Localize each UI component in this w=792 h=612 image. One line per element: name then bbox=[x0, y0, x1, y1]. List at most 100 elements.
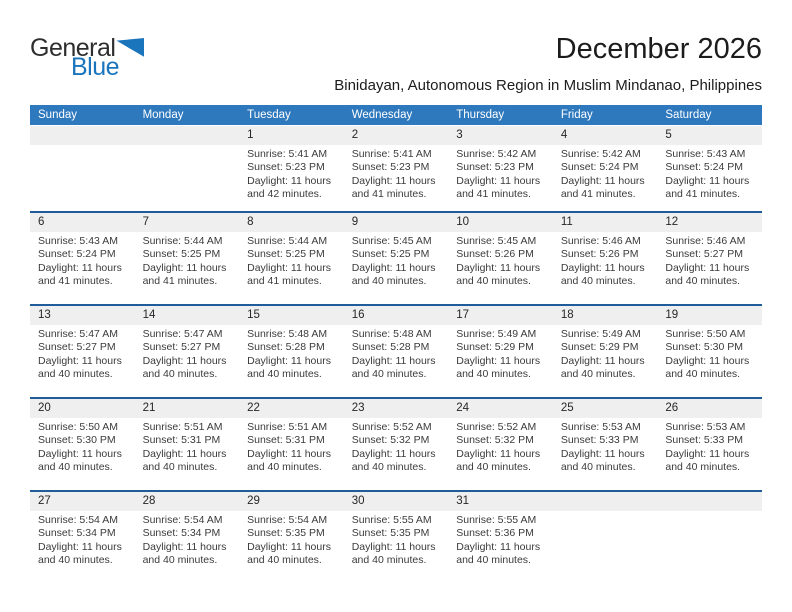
day-cell: 13 Sunrise: 5:47 AM Sunset: 5:27 PM Dayligh… bbox=[30, 304, 135, 398]
day-details: Sunrise: 5:52 AM Sunset: 5:32 PM Daylight:… bbox=[344, 418, 449, 475]
day-cell: 7 Sunrise: 5:44 AM Sunset: 5:25 PM Daylight… bbox=[134, 211, 240, 305]
day-number: 31 bbox=[448, 492, 553, 511]
sunrise-text: Sunrise: 5:53 AM bbox=[665, 421, 746, 433]
day-number: 18 bbox=[552, 306, 658, 325]
week-row: 20 Sunrise: 5:50 AM Sunset: 5:30 PM Dayligh… bbox=[30, 397, 762, 491]
day-cell: 23 Sunrise: 5:52 AM Sunset: 5:32 PM Dayligh… bbox=[343, 397, 449, 491]
sunrise-text: Sunrise: 5:49 AM bbox=[560, 328, 641, 340]
day-number: 15 bbox=[239, 306, 344, 325]
sunrise-text: Sunrise: 5:52 AM bbox=[351, 421, 432, 433]
daylight-text: Daylight: 11 hours and 40 minutes. bbox=[247, 540, 331, 567]
day-number: 9 bbox=[343, 213, 449, 232]
sunrise-text: Sunrise: 5:54 AM bbox=[38, 514, 118, 526]
empty-day-band bbox=[134, 126, 240, 145]
daylight-text: Daylight: 11 hours and 40 minutes. bbox=[142, 540, 227, 567]
sunset-text: Sunset: 5:24 PM bbox=[38, 248, 116, 261]
day-number: 10 bbox=[448, 213, 553, 232]
day-cell: 5 Sunrise: 5:43 AM Sunset: 5:24 PM Daylight… bbox=[657, 126, 762, 213]
day-number: 24 bbox=[448, 399, 553, 418]
sunset-text: Sunset: 5:27 PM bbox=[142, 341, 221, 354]
day-details: Sunrise: 5:53 AM Sunset: 5:33 PM Daylight:… bbox=[657, 418, 762, 475]
day-number: 28 bbox=[134, 492, 240, 511]
day-details: Sunrise: 5:47 AM Sunset: 5:27 PM Daylight:… bbox=[30, 325, 135, 382]
empty-day-cell bbox=[134, 126, 240, 213]
day-details: Sunrise: 5:42 AM Sunset: 5:23 PM Daylight:… bbox=[448, 145, 553, 202]
day-cell: 18 Sunrise: 5:49 AM Sunset: 5:29 PM Dayligh… bbox=[552, 304, 658, 398]
daylight-text: Daylight: 11 hours and 41 minutes. bbox=[247, 261, 331, 288]
sunset-text: Sunset: 5:29 PM bbox=[456, 341, 534, 354]
sunset-text: Sunset: 5:23 PM bbox=[351, 161, 430, 174]
day-details: Sunrise: 5:44 AM Sunset: 5:25 PM Daylight:… bbox=[239, 232, 344, 289]
sunset-text: Sunset: 5:24 PM bbox=[560, 161, 639, 174]
sunrise-text: Sunrise: 5:49 AM bbox=[456, 328, 537, 340]
day-number: 25 bbox=[552, 399, 658, 418]
weekday-header-saturday: Saturday bbox=[657, 105, 762, 126]
day-number: 26 bbox=[657, 399, 762, 418]
daylight-text: Daylight: 11 hours and 40 minutes. bbox=[38, 447, 122, 474]
sunset-text: Sunset: 5:25 PM bbox=[351, 248, 430, 261]
day-number: 16 bbox=[343, 306, 449, 325]
sunrise-text: Sunrise: 5:47 AM bbox=[38, 328, 118, 340]
daylight-text: Daylight: 11 hours and 40 minutes. bbox=[665, 261, 750, 288]
sunset-text: Sunset: 5:25 PM bbox=[247, 248, 325, 261]
sunrise-text: Sunrise: 5:44 AM bbox=[142, 235, 223, 247]
day-details: Sunrise: 5:51 AM Sunset: 5:31 PM Daylight:… bbox=[239, 418, 344, 475]
day-number: 20 bbox=[30, 399, 135, 418]
sunrise-text: Sunrise: 5:41 AM bbox=[247, 148, 328, 160]
day-cell: 25 Sunrise: 5:53 AM Sunset: 5:33 PM Dayligh… bbox=[552, 397, 658, 491]
daylight-text: Daylight: 11 hours and 40 minutes. bbox=[665, 354, 750, 381]
day-number: 8 bbox=[239, 213, 344, 232]
sunrise-text: Sunrise: 5:41 AM bbox=[351, 148, 432, 160]
sunrise-text: Sunrise: 5:42 AM bbox=[456, 148, 537, 160]
day-details: Sunrise: 5:42 AM Sunset: 5:24 PM Daylight:… bbox=[553, 145, 658, 202]
day-number: 12 bbox=[657, 213, 762, 232]
daylight-text: Daylight: 11 hours and 41 minutes. bbox=[38, 261, 122, 288]
sunset-text: Sunset: 5:29 PM bbox=[560, 341, 639, 354]
daylight-text: Daylight: 11 hours and 40 minutes. bbox=[247, 354, 331, 381]
empty-day-band bbox=[552, 492, 658, 511]
day-number: 11 bbox=[552, 213, 658, 232]
sunset-text: Sunset: 5:31 PM bbox=[247, 434, 325, 447]
day-cell: 6 Sunrise: 5:43 AM Sunset: 5:24 PM Daylight… bbox=[30, 211, 135, 305]
daylight-text: Daylight: 11 hours and 40 minutes. bbox=[247, 447, 331, 474]
week-row: 13 Sunrise: 5:47 AM Sunset: 5:27 PM Dayligh… bbox=[30, 304, 762, 398]
daylight-text: Daylight: 11 hours and 40 minutes. bbox=[38, 354, 122, 381]
sunrise-text: Sunrise: 5:43 AM bbox=[665, 148, 746, 160]
sunset-text: Sunset: 5:35 PM bbox=[351, 527, 430, 540]
sunset-text: Sunset: 5:35 PM bbox=[247, 527, 325, 540]
page-title: December 2026 bbox=[555, 33, 762, 65]
day-cell: 1 Sunrise: 5:41 AM Sunset: 5:23 PM Daylight… bbox=[239, 126, 344, 213]
empty-day-cell bbox=[552, 490, 658, 583]
sunset-text: Sunset: 5:31 PM bbox=[142, 434, 221, 447]
daylight-text: Daylight: 11 hours and 41 minutes. bbox=[351, 174, 436, 201]
day-cell: 11 Sunrise: 5:46 AM Sunset: 5:26 PM Dayligh… bbox=[552, 211, 658, 305]
week-row: 27 Sunrise: 5:54 AM Sunset: 5:34 PM Dayligh… bbox=[30, 490, 762, 583]
day-cell: 17 Sunrise: 5:49 AM Sunset: 5:29 PM Dayligh… bbox=[448, 304, 553, 398]
sunrise-text: Sunrise: 5:44 AM bbox=[247, 235, 328, 247]
day-cell: 27 Sunrise: 5:54 AM Sunset: 5:34 PM Dayligh… bbox=[30, 490, 135, 583]
day-details: Sunrise: 5:41 AM Sunset: 5:23 PM Daylight:… bbox=[344, 145, 449, 202]
weekday-header-friday: Friday bbox=[552, 105, 658, 126]
day-cell: 21 Sunrise: 5:51 AM Sunset: 5:31 PM Dayligh… bbox=[134, 397, 240, 491]
weekday-header-sunday: Sunday bbox=[30, 105, 135, 126]
daylight-text: Daylight: 11 hours and 40 minutes. bbox=[456, 447, 541, 474]
day-details: Sunrise: 5:53 AM Sunset: 5:33 PM Daylight:… bbox=[553, 418, 658, 475]
sunrise-text: Sunrise: 5:48 AM bbox=[247, 328, 328, 340]
day-details: Sunrise: 5:54 AM Sunset: 5:34 PM Daylight:… bbox=[135, 511, 240, 568]
daylight-text: Daylight: 11 hours and 40 minutes. bbox=[142, 354, 227, 381]
sunset-text: Sunset: 5:28 PM bbox=[247, 341, 325, 354]
daylight-text: Daylight: 11 hours and 40 minutes. bbox=[456, 540, 541, 567]
day-details: Sunrise: 5:50 AM Sunset: 5:30 PM Daylight:… bbox=[657, 325, 762, 382]
day-details: Sunrise: 5:43 AM Sunset: 5:24 PM Daylight:… bbox=[657, 145, 762, 202]
sunrise-text: Sunrise: 5:43 AM bbox=[38, 235, 118, 247]
empty-day-band bbox=[657, 492, 762, 511]
sunset-text: Sunset: 5:32 PM bbox=[351, 434, 430, 447]
sunset-text: Sunset: 5:32 PM bbox=[456, 434, 534, 447]
day-number: 17 bbox=[448, 306, 553, 325]
day-number: 27 bbox=[30, 492, 135, 511]
sunrise-text: Sunrise: 5:50 AM bbox=[665, 328, 746, 340]
day-details: Sunrise: 5:49 AM Sunset: 5:29 PM Daylight:… bbox=[448, 325, 553, 382]
day-details: Sunrise: 5:46 AM Sunset: 5:26 PM Daylight:… bbox=[553, 232, 658, 289]
weekday-header-thursday: Thursday bbox=[448, 105, 553, 126]
day-details: Sunrise: 5:54 AM Sunset: 5:34 PM Daylight:… bbox=[30, 511, 135, 568]
